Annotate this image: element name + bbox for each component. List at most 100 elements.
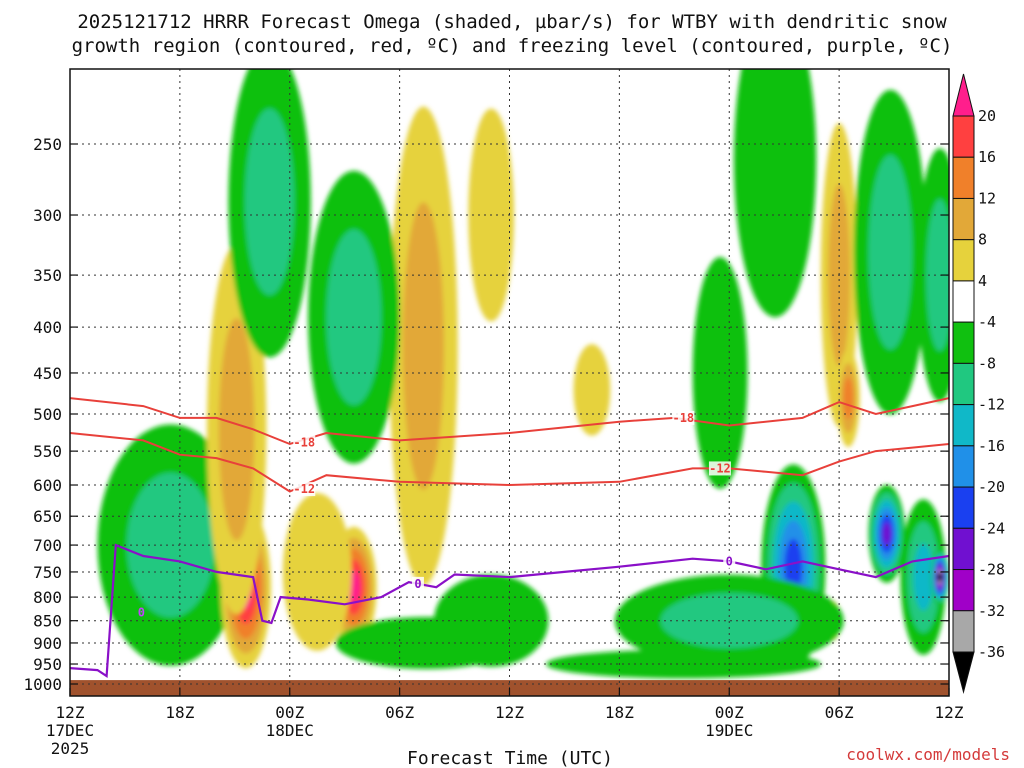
freezing-label-0: 0 bbox=[414, 577, 421, 591]
dendritic-label-0-1: -18 bbox=[672, 411, 694, 425]
freezing-label-bg-1 bbox=[723, 554, 736, 569]
y-tick-label-950: 950 bbox=[33, 655, 62, 674]
omega-blob-3-level-1 bbox=[218, 318, 255, 541]
colorbar-label-5: -4 bbox=[978, 313, 996, 331]
chart-title-line2: growth region (contoured, red, ºC) and f… bbox=[72, 35, 953, 57]
omega-blob-21-level-1 bbox=[326, 229, 382, 406]
colorbar-label-1: 16 bbox=[978, 148, 996, 166]
freezing-label-1: 0 bbox=[726, 554, 733, 568]
colorbar-label-11: -28 bbox=[978, 561, 1005, 579]
omega-blob-12-level-4 bbox=[784, 538, 803, 595]
y-tick-label-350: 350 bbox=[33, 266, 62, 285]
colorbar-label-12: -32 bbox=[978, 602, 1005, 620]
plot-area: -18 -18 -12 -12 0 0 0 bbox=[70, 69, 949, 696]
colorbar-band-4 bbox=[952, 280, 975, 323]
y-tick-label-1000: 1000 bbox=[23, 675, 62, 694]
colorbar-top-arrow bbox=[952, 73, 975, 117]
dendritic-label-1-0: -12 bbox=[293, 482, 315, 496]
dendritic-label-0-0: -18 bbox=[293, 435, 315, 449]
dendritic-label-bg-1-1 bbox=[708, 461, 731, 476]
colorbar-band-5 bbox=[952, 321, 975, 364]
y-tick-label-400: 400 bbox=[33, 318, 62, 337]
omega-blob-15-level-5 bbox=[882, 522, 891, 546]
omega-blob-25-level-1 bbox=[926, 199, 949, 352]
colorbar-band-6 bbox=[952, 362, 975, 406]
y-tick-label-550: 550 bbox=[33, 442, 62, 461]
omega-blob-16-level-1 bbox=[868, 154, 913, 350]
colorbar-label-9: -20 bbox=[978, 478, 1005, 496]
x-tick-label-1: 18Z bbox=[165, 703, 194, 722]
dendritic-contours: -18 -18 -12 -12 0 0 0 bbox=[70, 397, 949, 679]
colorbar-band-3 bbox=[952, 239, 975, 282]
y-tick-label-650: 650 bbox=[33, 507, 62, 526]
omega-blob-24-level-0 bbox=[692, 257, 748, 489]
omega-blob-8-level-0 bbox=[573, 344, 611, 436]
omega-blob-1-level-1 bbox=[126, 472, 215, 618]
colorbar: 20 16 12 8 4 -4 -8 -12 -16 -20 -24 -28 -32 -36 bbox=[952, 73, 1005, 694]
x-tick-label-3: 06Z bbox=[385, 703, 414, 722]
colorbar-label-13: -36 bbox=[978, 643, 1005, 661]
freezing-closed-loop: 0 bbox=[138, 605, 145, 619]
y-tick-label-250: 250 bbox=[33, 135, 62, 154]
colorbar-label-8: -16 bbox=[978, 437, 1005, 455]
x-tick-label-6: 00Z bbox=[715, 703, 744, 722]
colorbar-label-6: -8 bbox=[978, 354, 996, 372]
x-tick-sub1-0: 17DEC bbox=[46, 721, 94, 740]
colorbar-band-7 bbox=[952, 404, 975, 447]
freezing-level-line bbox=[70, 543, 949, 679]
x-tick-label-8: 12Z bbox=[935, 703, 964, 722]
colorbar-band-11 bbox=[952, 569, 975, 612]
dendritic-label-bg-1-0 bbox=[293, 482, 316, 497]
x-tick-sub2-0: 2025 bbox=[51, 739, 90, 758]
colorbar-band-10 bbox=[952, 527, 975, 571]
y-tick-label-500: 500 bbox=[33, 405, 62, 424]
y-tick-label-800: 800 bbox=[33, 588, 62, 607]
chart-title-line1: 2025121712 HRRR Forecast Omega (shaded, … bbox=[77, 11, 947, 33]
omega-blob-23-level-0 bbox=[733, 69, 817, 318]
omega-blob-6-level-1 bbox=[402, 202, 445, 490]
colorbar-band-9 bbox=[952, 486, 975, 529]
y-tick-label-450: 450 bbox=[33, 364, 62, 383]
x-tick-sub1-2: 18DEC bbox=[266, 721, 314, 740]
dendritic-label-bg-0-0 bbox=[293, 435, 316, 450]
omega-shading bbox=[97, 69, 949, 679]
colorbar-label-2: 12 bbox=[978, 189, 996, 207]
y-tick-label-850: 850 bbox=[33, 612, 62, 631]
colorbar-band-1 bbox=[952, 156, 975, 199]
dendritic-contour-0 bbox=[70, 397, 949, 446]
x-tick-label-2: 00Z bbox=[275, 703, 304, 722]
omega-blob-17-level-1 bbox=[660, 593, 798, 649]
x-tick-label-7: 06Z bbox=[825, 703, 854, 722]
y-tick-label-700: 700 bbox=[33, 536, 62, 555]
y-tick-label-600: 600 bbox=[33, 476, 62, 495]
y-tick-label-900: 900 bbox=[33, 634, 62, 653]
dendritic-label-1-1: -12 bbox=[709, 461, 731, 475]
omega-blob-20-level-1 bbox=[244, 108, 295, 296]
x-tick-label-0: 12Z bbox=[56, 703, 85, 722]
x-tick-label-4: 12Z bbox=[495, 703, 524, 722]
colorbar-bottom-arrow bbox=[952, 651, 975, 694]
omega-blob-13-level-2 bbox=[913, 543, 934, 611]
freezing-label-bg-0 bbox=[411, 576, 424, 591]
y-tick-label-300: 300 bbox=[33, 206, 62, 225]
x-axis-label: Forecast Time (UTC) bbox=[407, 748, 613, 768]
dendritic-contour-1 bbox=[70, 432, 949, 493]
y-tick-label-750: 750 bbox=[33, 563, 62, 582]
x-tick-label-5: 18Z bbox=[605, 703, 634, 722]
dendritic-label-bg-0-1 bbox=[672, 410, 695, 425]
credit-text: coolwx.com/models bbox=[846, 745, 1010, 764]
omega-blob-11-level-2 bbox=[843, 377, 854, 420]
colorbar-label-0: 20 bbox=[978, 107, 996, 125]
colorbar-band-8 bbox=[952, 445, 975, 488]
colorbar-label-3: 8 bbox=[978, 231, 987, 249]
colorbar-label-4: 4 bbox=[978, 272, 987, 290]
colorbar-band-0 bbox=[952, 115, 975, 158]
colorbar-band-2 bbox=[952, 197, 975, 241]
axes: 250 300 350 400 450 500 550 600 650 700 750 800 850 9… bbox=[23, 135, 963, 758]
colorbar-label-10: -24 bbox=[978, 519, 1005, 537]
x-tick-sub1-6: 19DEC bbox=[705, 721, 753, 740]
colorbar-band-12 bbox=[952, 610, 975, 653]
colorbar-label-7: -12 bbox=[978, 396, 1005, 414]
omega-blob-14-level-8 bbox=[936, 572, 943, 582]
